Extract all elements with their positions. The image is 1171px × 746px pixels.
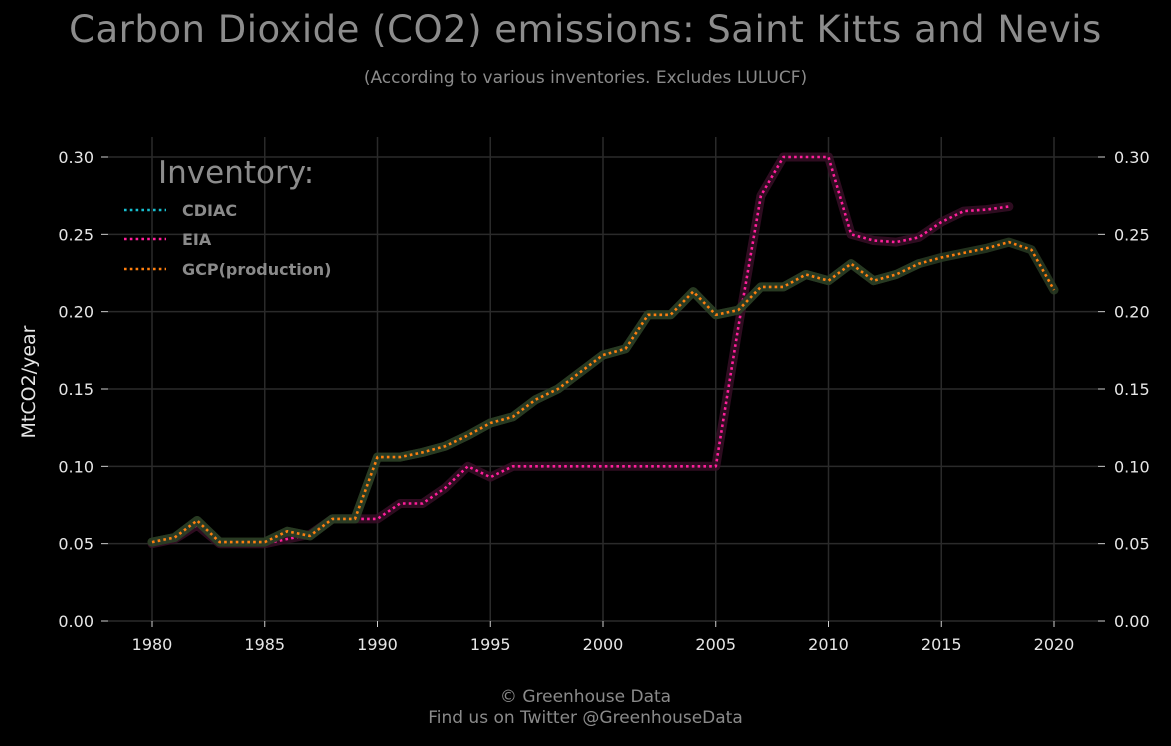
chart-subtitle: (According to various inventories. Exclu… [363,68,808,88]
legend-title: Inventory: [158,155,314,191]
x-tick-label: 1985 [244,635,285,654]
y-tick-label-right: 0.25 [1114,225,1150,244]
series-glow-EIA [147,152,1014,549]
y-tick-label-left: 0.00 [58,612,94,631]
legend-label-EIA: EIA [182,230,212,249]
y-tick-label-left: 0.15 [58,380,94,399]
x-tick-label: 2010 [808,635,849,654]
y-tick-label-left: 0.10 [58,457,94,476]
y-tick-label-right: 0.30 [1114,148,1150,167]
y-axis-label: MtCO2/year [18,325,40,438]
y-tick-label-left: 0.20 [58,303,94,322]
y-tick-label-left: 0.25 [58,225,94,244]
footer-copyright: © Greenhouse Data [499,687,672,707]
x-tick-label: 2005 [695,635,736,654]
x-tick-label: 2015 [921,635,962,654]
y-tick-label-right: 0.00 [1114,612,1150,631]
x-tick-label: 1995 [470,635,511,654]
legend-label-CDIAC: CDIAC [182,201,237,220]
grid-lines [108,137,1098,622]
series-lines [147,152,1059,549]
legend: Inventory: CDIAC EIA GCP(production) [124,155,331,279]
axis-ticks: 1980 1985 1990 1995 2000 2005 2010 2015 2020 0.00… [58,148,1149,654]
x-tick-label: 1990 [357,635,398,654]
y-tick-label-right: 0.15 [1114,380,1150,399]
y-tick-label-right: 0.20 [1114,303,1150,322]
x-tick-label: 2000 [583,635,624,654]
x-tick-label: 1980 [132,635,173,654]
series-line-GCP(production) [151,240,1056,544]
y-tick-label-left: 0.05 [58,535,94,554]
series-line-EIA [151,155,1010,546]
chart-title: Carbon Dioxide (CO2) emissions: Saint Ki… [69,8,1102,51]
y-tick-label-right: 0.10 [1114,457,1150,476]
y-tick-label-right: 0.05 [1114,535,1150,554]
y-tick-label-left: 0.30 [58,148,94,167]
legend-label-GCP(production): GCP(production) [182,260,331,279]
x-tick-label: 2020 [1034,635,1075,654]
footer-twitter: Find us on Twitter @GreenhouseData [428,708,743,728]
